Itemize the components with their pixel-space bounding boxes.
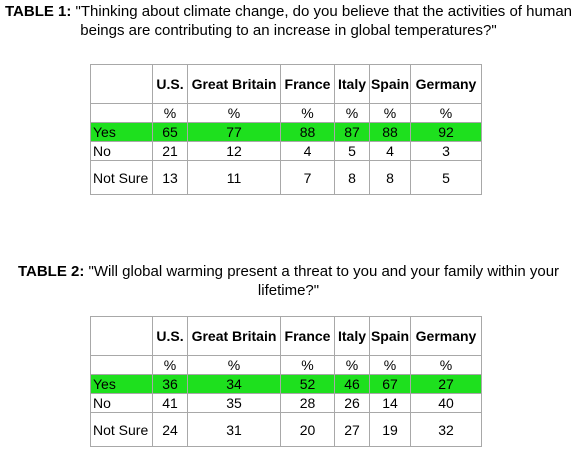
table2-header-cell: Germany <box>410 316 482 356</box>
table1-row-not-sure: Not Sure 13 11 7 8 8 5 <box>90 160 482 195</box>
table1-caption: TABLE 1: "Thinking about climate change,… <box>0 2 577 40</box>
table1-row-label: Not Sure <box>90 160 153 195</box>
table2-row-not-sure: Not Sure 24 31 20 27 19 32 <box>90 412 482 447</box>
table2: U.S. Great Britain France Italy Spain Ge… <box>90 316 482 447</box>
table2-unit-cell: % <box>410 355 482 375</box>
table1-cell: 4 <box>280 141 335 161</box>
table2-unit-cell: % <box>369 355 411 375</box>
table2-cell: 19 <box>369 412 411 447</box>
table1-caption-label: TABLE 1: <box>4 3 72 20</box>
table1-row-no: No 21 12 4 5 4 3 <box>90 141 482 161</box>
table1-unit-cell: % <box>152 103 188 123</box>
table2-cell: 27 <box>410 374 482 394</box>
table1-cell: 7 <box>280 160 335 195</box>
table2-cell: 24 <box>152 412 188 447</box>
table1-cell: 21 <box>152 141 188 161</box>
table2-cell: 34 <box>187 374 281 394</box>
table2-cell: 28 <box>280 393 335 413</box>
table2-unit-cell: % <box>334 355 370 375</box>
table2-corner-cell <box>90 316 153 356</box>
table2-header-cell: France <box>280 316 335 356</box>
table2-unit-row: % % % % % % <box>90 355 482 375</box>
table2-unit-cell: % <box>152 355 188 375</box>
table2-cell: 46 <box>334 374 370 394</box>
table2-cell: 67 <box>369 374 411 394</box>
table2-cell: 41 <box>152 393 188 413</box>
table2-row-yes: Yes 36 34 52 46 67 27 <box>90 374 482 394</box>
table2-header-cell: Spain <box>369 316 411 356</box>
table2-question: "Will global warming present a threat to… <box>84 263 560 299</box>
table2-cell: 32 <box>410 412 482 447</box>
table1-unit-row: % % % % % % <box>90 103 482 123</box>
table2-cell: 31 <box>187 412 281 447</box>
table1-blank-cell <box>90 103 153 123</box>
table1-corner-cell <box>90 64 153 104</box>
table2-cell: 14 <box>369 393 411 413</box>
table2-blank-cell <box>90 355 153 375</box>
table2-row-label: Not Sure <box>90 412 153 447</box>
table1-cell: 13 <box>152 160 188 195</box>
table1-cell: 4 <box>369 141 411 161</box>
table2-cell: 35 <box>187 393 281 413</box>
table2-cell: 36 <box>152 374 188 394</box>
table1-question: "Thinking about climate change, do you b… <box>71 3 572 39</box>
table1: U.S. Great Britain France Italy Spain Ge… <box>90 64 482 195</box>
table1-unit-cell: % <box>369 103 411 123</box>
table2-header-cell: U.S. <box>152 316 188 356</box>
table1-header-cell: Italy <box>334 64 370 104</box>
table1-cell: 65 <box>152 122 188 142</box>
table2-caption: TABLE 2: "Will global warming present a … <box>0 262 577 300</box>
table1-cell: 92 <box>410 122 482 142</box>
table1-row-yes: Yes 65 77 88 87 88 92 <box>90 122 482 142</box>
table1-header-cell: Great Britain <box>187 64 281 104</box>
table2-cell: 27 <box>334 412 370 447</box>
table1-header-cell: U.S. <box>152 64 188 104</box>
table1-unit-cell: % <box>334 103 370 123</box>
table2-header-cell: Italy <box>334 316 370 356</box>
table1-cell: 8 <box>369 160 411 195</box>
table2-row-label: No <box>90 393 153 413</box>
table2-cell: 40 <box>410 393 482 413</box>
table1-unit-cell: % <box>187 103 281 123</box>
table2-cell: 26 <box>334 393 370 413</box>
table1-cell: 8 <box>334 160 370 195</box>
table2-row-no: No 41 35 28 26 14 40 <box>90 393 482 413</box>
table2-cell: 20 <box>280 412 335 447</box>
table1-cell: 12 <box>187 141 281 161</box>
table1-header-row: U.S. Great Britain France Italy Spain Ge… <box>90 64 482 104</box>
table2-cell: 52 <box>280 374 335 394</box>
table1-cell: 88 <box>369 122 411 142</box>
table1-cell: 88 <box>280 122 335 142</box>
table1-cell: 5 <box>410 160 482 195</box>
table1-row-label: Yes <box>90 122 153 142</box>
table1-cell: 5 <box>334 141 370 161</box>
table1-unit-cell: % <box>280 103 335 123</box>
table1-header-cell: France <box>280 64 335 104</box>
table1-cell: 87 <box>334 122 370 142</box>
table2-row-label: Yes <box>90 374 153 394</box>
table1-cell: 3 <box>410 141 482 161</box>
table2-unit-cell: % <box>280 355 335 375</box>
table1-cell: 11 <box>187 160 281 195</box>
table2-header-row: U.S. Great Britain France Italy Spain Ge… <box>90 316 482 356</box>
table2-unit-cell: % <box>187 355 281 375</box>
table1-header-cell: Spain <box>369 64 411 104</box>
table1-cell: 77 <box>187 122 281 142</box>
table1-header-cell: Germany <box>410 64 482 104</box>
table1-unit-cell: % <box>410 103 482 123</box>
table1-row-label: No <box>90 141 153 161</box>
table2-header-cell: Great Britain <box>187 316 281 356</box>
table2-caption-label: TABLE 2: <box>17 263 85 280</box>
